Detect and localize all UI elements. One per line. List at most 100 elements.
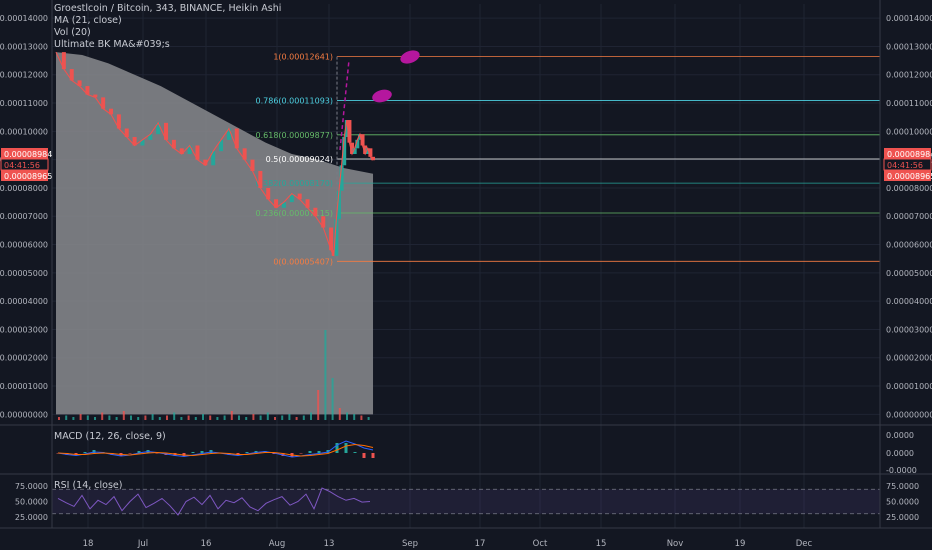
- price-candle: [140, 139, 145, 146]
- price-line: [55, 51, 374, 257]
- price-tick-right: 0.00005000: [886, 269, 932, 278]
- fib-label: 0.618(0.00009877): [256, 131, 334, 140]
- fib-label: 0(0.00005407): [273, 257, 333, 266]
- price-badges: 0.00008984 04:41:56 0.00008965 0.0000898…: [0, 148, 932, 181]
- time-tick: Dec: [796, 539, 813, 549]
- volume-bar: [115, 417, 118, 420]
- annotation-ellipse-mid: [372, 89, 392, 103]
- price-candle: [344, 120, 349, 138]
- macd-histogram-bar: [317, 451, 321, 453]
- price-tick-right: 0.00012000: [886, 71, 932, 80]
- price-tick-left: 0.00003000: [0, 325, 48, 334]
- annotation-dashed-line: [339, 59, 350, 151]
- price-candle: [258, 170, 263, 188]
- price-tick-left: 0.00005000: [0, 269, 48, 278]
- price-badge-left-bg: [1, 148, 48, 159]
- price-candle: [164, 122, 169, 140]
- time-badge-right: 04:41:56: [887, 161, 923, 170]
- macd-histogram-bar: [344, 443, 348, 453]
- price-candle: [368, 148, 373, 157]
- price-badge-right: 0.00008984: [887, 150, 932, 159]
- price-candle: [357, 134, 362, 140]
- volume-bar: [202, 414, 204, 420]
- macd-pane[interactable]: 0.0000 0.0000 -0.0000: [56, 431, 917, 475]
- volume-bar: [353, 414, 356, 420]
- price-candle: [195, 145, 200, 160]
- price-candle: [321, 216, 326, 228]
- volume-bar: [338, 408, 341, 420]
- price-tick-right: 0.00008000: [886, 184, 932, 193]
- volume-bar: [158, 417, 161, 420]
- volume-bar: [173, 412, 176, 420]
- price-candle: [101, 97, 106, 109]
- macd-histogram-bar: [353, 452, 357, 453]
- legend-vol[interactable]: Vol (20): [54, 27, 91, 38]
- macd-line: [57, 440, 374, 458]
- chart-legend: Groestlcoin / Bitcoin, 343, BINANCE, Hei…: [54, 3, 281, 51]
- price-candle: [371, 156, 376, 161]
- volume-bar: [86, 415, 89, 420]
- price2-badge-left: 0.00008965: [4, 172, 52, 181]
- time-tick: 17: [475, 539, 486, 549]
- price-candle: [132, 137, 137, 146]
- legend-title[interactable]: Groestlcoin / Bitcoin, 343, BINANCE, Hei…: [54, 3, 282, 14]
- price-candle: [61, 52, 66, 70]
- legend-ma[interactable]: MA (21, close): [54, 15, 122, 26]
- volume-bar: [101, 412, 104, 420]
- fib-retracement: 1(0.00012641) 0.786(0.00011093) 0.618(0.00…: [256, 53, 880, 266]
- macd-label[interactable]: MACD (12, 26, close, 9): [54, 431, 166, 442]
- macd-histogram-bar: [128, 453, 132, 454]
- price-tick-left: 0.00001000: [0, 382, 48, 391]
- time-tick: Jul: [137, 539, 148, 549]
- volume-bar: [194, 417, 197, 420]
- volume-bar: [137, 417, 140, 420]
- volume-bar: [79, 414, 82, 420]
- volume-bar: [122, 411, 125, 420]
- macd-histogram-bar: [191, 452, 195, 453]
- volume-bar: [108, 415, 111, 420]
- volume-bar: [259, 415, 262, 420]
- fib-label: 0.236(0.00007115): [256, 209, 334, 218]
- volume-bar: [65, 415, 68, 420]
- rsi-tick-right: 50.0000: [886, 498, 919, 507]
- volume-bar: [367, 417, 370, 420]
- price-candle: [171, 139, 176, 149]
- price-badge-left: 0.00008984: [4, 150, 52, 159]
- price-candle: [156, 122, 161, 135]
- price-candle: [274, 199, 279, 208]
- price-tick-left: 0.00011000: [0, 99, 48, 108]
- fib-label: 0.382(0.00008170): [256, 179, 334, 188]
- time-tick: Aug: [269, 539, 286, 549]
- volume-bar: [144, 415, 147, 420]
- price-series-layer: [55, 51, 376, 257]
- macd-histogram-bar: [200, 451, 204, 453]
- volume-layer: [58, 330, 370, 420]
- macd-tick: 0.0000: [886, 449, 914, 458]
- volume-bar: [94, 417, 96, 420]
- price-tick-right: 0.00013000: [886, 42, 932, 51]
- price-candle: [234, 128, 239, 149]
- annotation-ellipse-top: [400, 50, 420, 64]
- price-tick-right: 0.00006000: [886, 241, 932, 250]
- macd-histogram-bar: [299, 453, 303, 454]
- price-candle: [352, 148, 357, 154]
- legend-ultimate[interactable]: Ultimate BK MA&#039;s: [54, 39, 170, 50]
- macd-histogram-bar: [308, 451, 312, 453]
- price-candle: [289, 193, 294, 203]
- rsi-label[interactable]: RSI (14, close): [54, 480, 123, 491]
- volume-bar: [252, 414, 255, 420]
- price2-badge-right-bg: [884, 170, 931, 181]
- price-candle: [226, 128, 231, 140]
- price-badge-right-bg: [884, 148, 931, 159]
- rsi-pane[interactable]: 75.0000 75.0000 50.0000 50.0000 25.0000 25.00…: [15, 482, 919, 522]
- macd-histogram-bar: [362, 453, 366, 458]
- price-candle: [336, 190, 341, 220]
- volume-bar: [58, 417, 60, 420]
- price2-badge-left-bg: [1, 170, 48, 181]
- price-candle: [305, 199, 310, 208]
- rsi-line: [57, 487, 371, 516]
- volume-bar: [317, 390, 320, 420]
- volume-bar: [274, 417, 276, 420]
